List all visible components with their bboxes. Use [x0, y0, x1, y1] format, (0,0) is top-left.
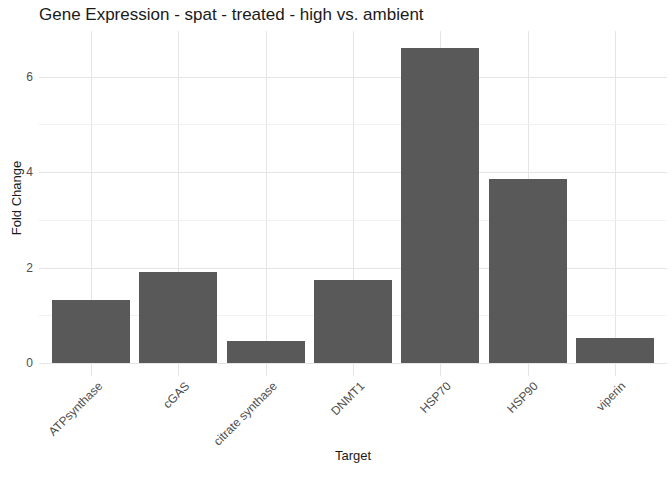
gridline-y-major-6	[39, 77, 667, 78]
x-tick-label-hsp70: HSP70	[417, 379, 454, 416]
bar-viperin	[576, 338, 654, 363]
gridline-y-major-2	[39, 268, 667, 269]
bar-cgas	[139, 272, 217, 363]
x-tick-label-citrate-synthase: citrate synthase	[210, 379, 279, 448]
bar-hsp90	[489, 179, 567, 363]
bar-dnmt1	[314, 280, 392, 363]
x-tick-label-hsp90: HSP90	[505, 379, 542, 416]
gridline-x-major-citrate-synthase	[266, 31, 267, 376]
bar-hsp70	[401, 48, 479, 363]
x-tick-label-dnmt1: DNMT1	[328, 379, 367, 418]
bar-atpsynthase	[52, 300, 130, 363]
gridline-y-major-0	[39, 363, 667, 364]
x-tick-label-viperin: viperin	[594, 379, 629, 414]
gridline-y-minor-5	[39, 124, 667, 125]
y-tick-label-0: 0	[0, 355, 33, 371]
chart-title: Gene Expression - spat - treated - high …	[39, 5, 424, 25]
bar-citrate-synthase	[227, 341, 305, 363]
y-tick-label-4: 4	[0, 164, 33, 180]
gene-expression-bar-chart: Gene Expression - spat - treated - high …	[0, 0, 672, 480]
gridline-y-major-4	[39, 172, 667, 173]
x-tick-label-atpsynthase: ATPsynthase	[45, 379, 105, 439]
gridline-y-minor-3	[39, 220, 667, 221]
x-axis-title: Target	[39, 448, 667, 463]
y-tick-label-6: 6	[0, 69, 33, 85]
x-tick-label-cgas: cGAS	[160, 379, 192, 411]
y-tick-label-2: 2	[0, 260, 33, 276]
gridline-x-major-viperin	[615, 31, 616, 376]
